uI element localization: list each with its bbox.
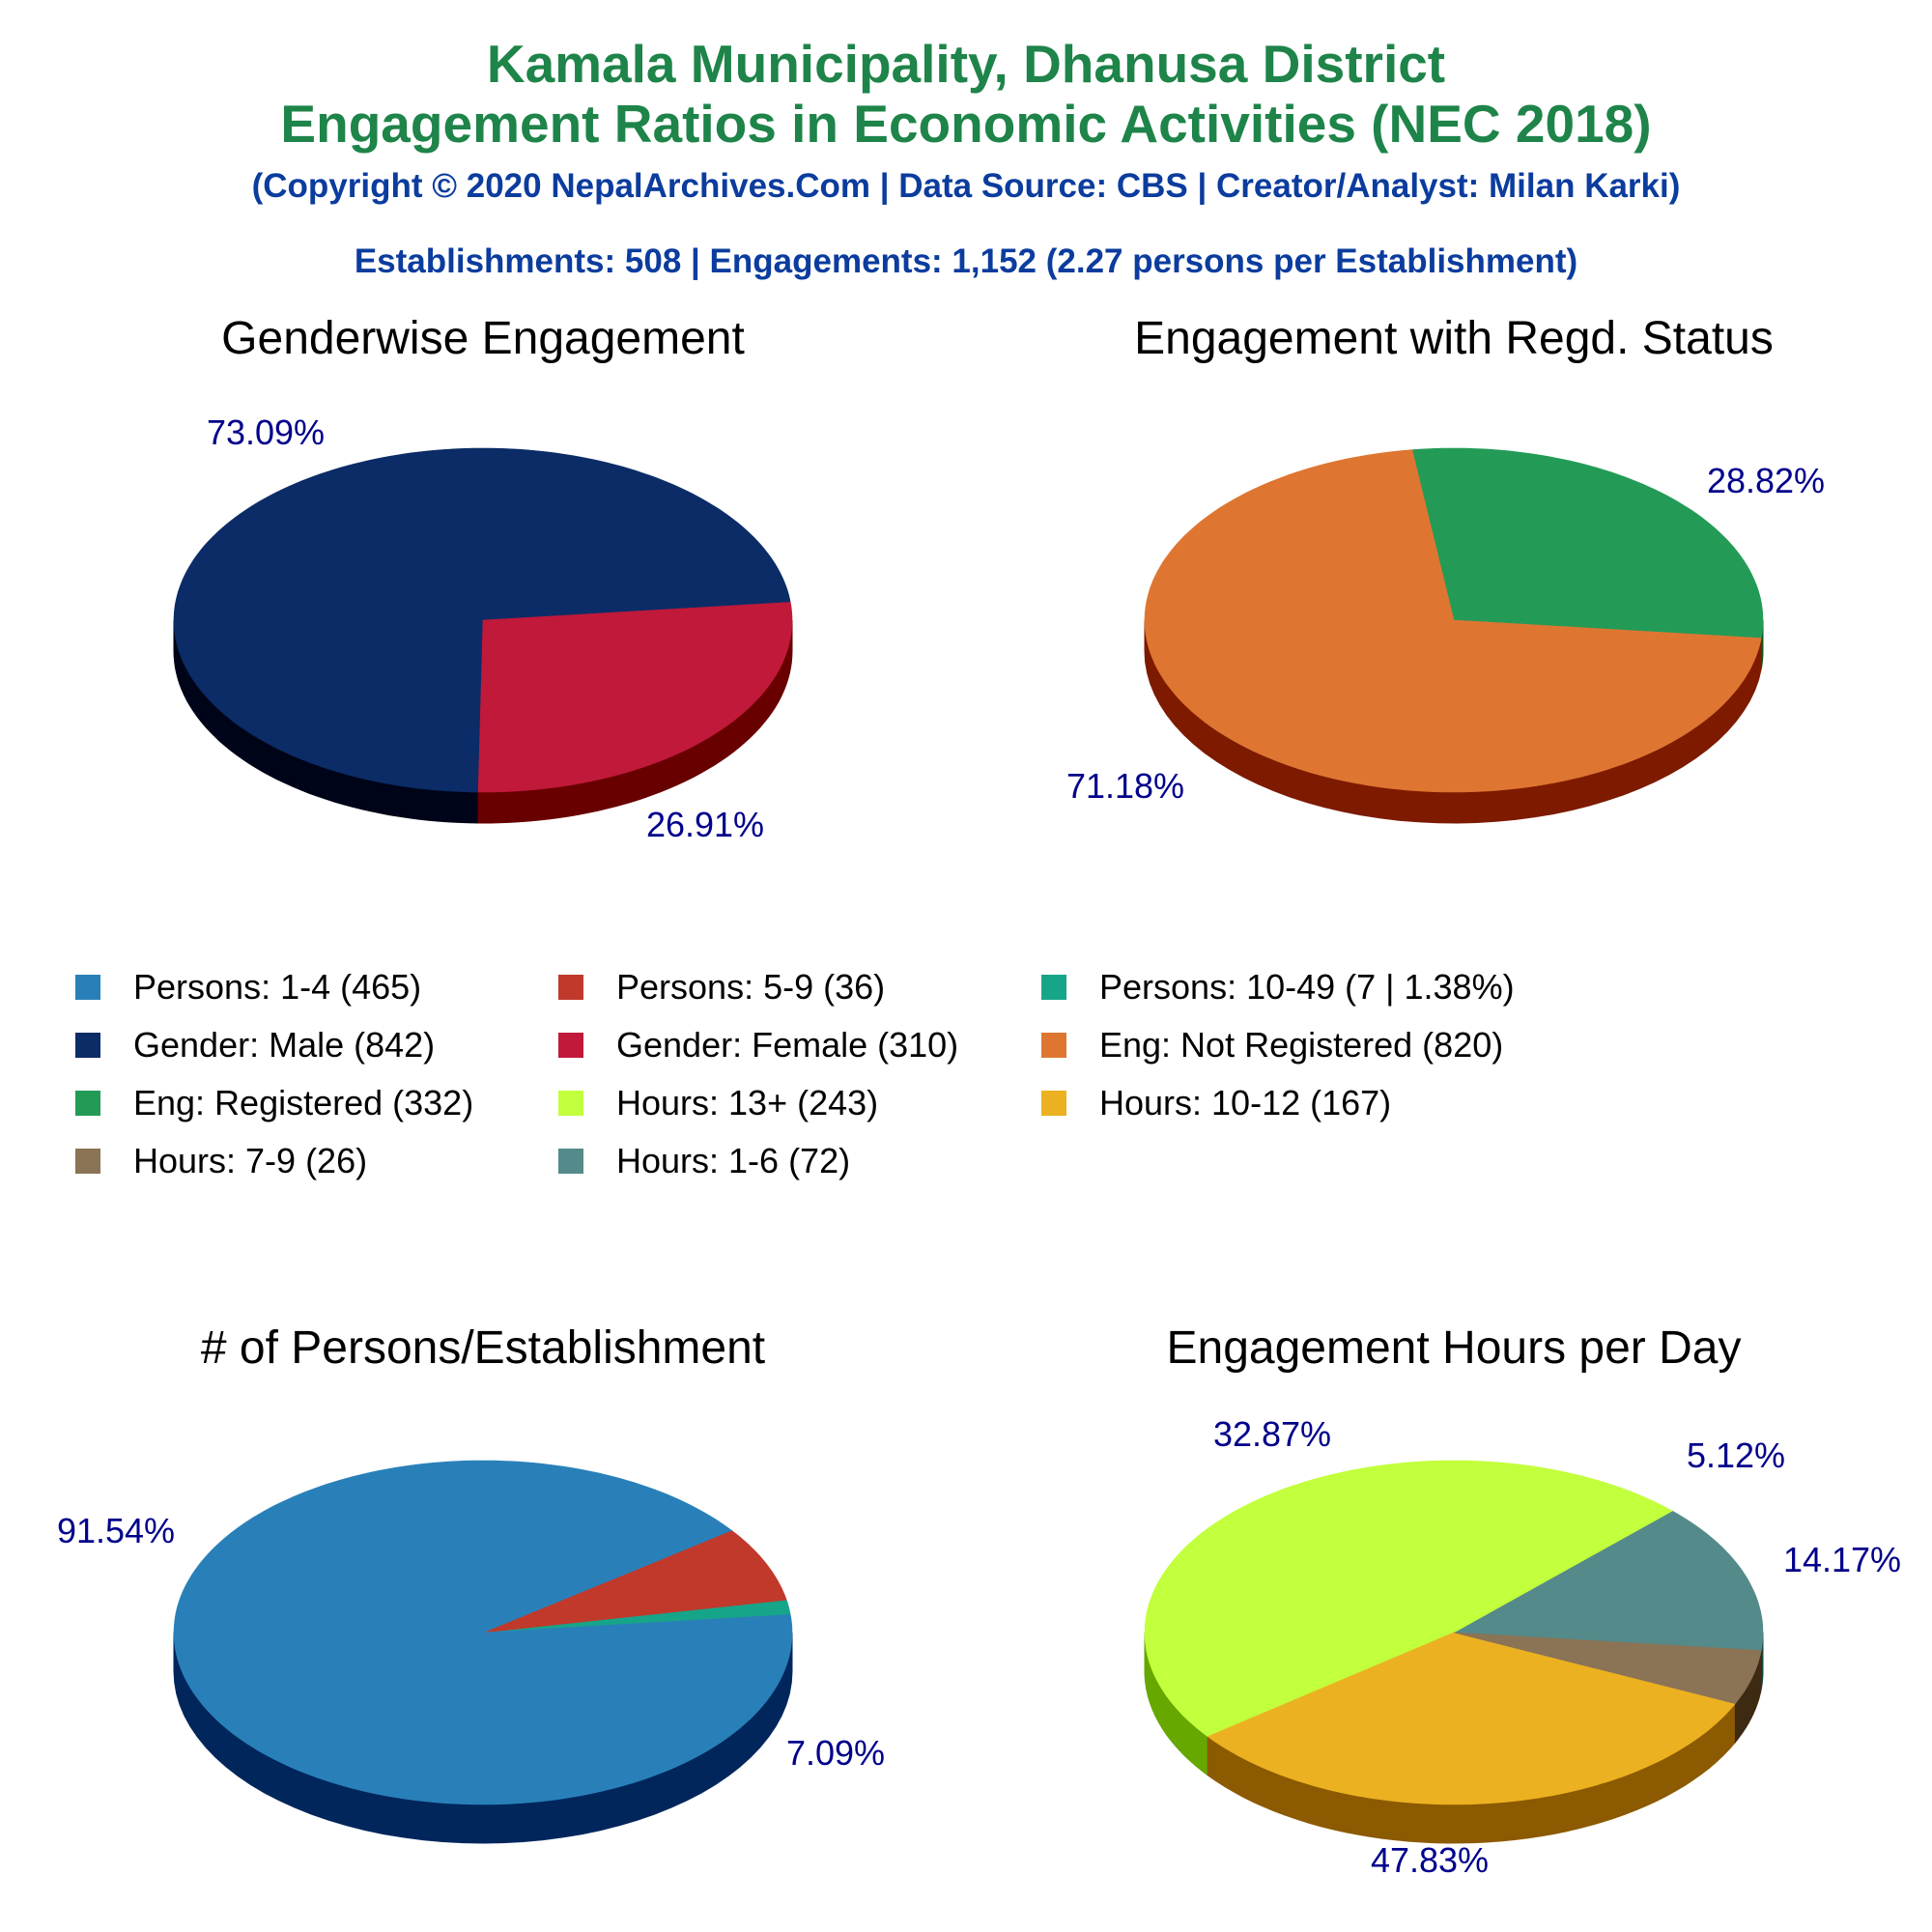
legend-item: Persons: 1-4 (465) xyxy=(75,964,421,1010)
pie-chart: Engagement Hours per Day 14.17% 47.83% 32.8… xyxy=(1144,1322,1901,1880)
legend-item: Eng: Not Registered (820) xyxy=(1041,1022,1503,1068)
slice-label: 73.09% xyxy=(207,412,325,452)
legend-swatch xyxy=(1041,1033,1066,1058)
slice-label: 71.18% xyxy=(1066,766,1184,806)
pie-title: Genderwise Engagement xyxy=(221,313,745,364)
pie-slice xyxy=(1144,449,1762,793)
pie-slice xyxy=(482,1529,787,1634)
chart-title-line1: Kamala Municipality, Dhanusa District xyxy=(486,34,1446,94)
chart-subtitle: (Copyright © 2020 NepalArchives.Com | Da… xyxy=(251,167,1681,205)
pie-title: Engagement Hours per Day xyxy=(1167,1322,1742,1374)
legend-label: Hours: 1-6 (72) xyxy=(616,1141,851,1180)
legend-label: Gender: Female (310) xyxy=(616,1025,959,1065)
pie-slice xyxy=(477,602,793,793)
pie-slice xyxy=(173,447,791,793)
pie-slice xyxy=(173,1460,793,1805)
legend-swatch xyxy=(558,1033,583,1058)
slice-label: 28.82% xyxy=(1707,461,1825,500)
legend-swatch xyxy=(558,1091,583,1116)
legend-label: Eng: Registered (332) xyxy=(133,1083,474,1122)
legend-swatch xyxy=(75,1149,100,1174)
legend-label: Gender: Male (842) xyxy=(133,1025,436,1065)
legend-item: Hours: 13+ (243) xyxy=(558,1080,878,1126)
legend-label: Persons: 10-49 (7 | 1.38%) xyxy=(1099,967,1515,1007)
summary-line: Establishments: 508 | Engagements: 1,152… xyxy=(354,242,1578,280)
legend-label: Hours: 13+ (243) xyxy=(616,1083,879,1122)
legend-label: Hours: 10-12 (167) xyxy=(1099,1083,1392,1122)
pie-chart: Genderwise Engagement 73.09% 26.91% xyxy=(173,313,793,844)
legend-item: Persons: 10-49 (7 | 1.38%) xyxy=(1041,964,1515,1010)
slice-label: 32.87% xyxy=(1213,1414,1331,1454)
legend-swatch xyxy=(75,1033,100,1058)
pie-slice xyxy=(1452,1510,1764,1651)
pie-chart: Engagement with Regd. Status 28.82% 71.18% xyxy=(1066,313,1825,824)
pie-slice xyxy=(1144,1460,1673,1738)
slice-label: 7.09% xyxy=(786,1733,885,1773)
legend-swatch xyxy=(558,1149,583,1174)
pie-slice xyxy=(1453,1632,1762,1704)
legend-swatch xyxy=(75,975,100,1000)
slice-label: 5.12% xyxy=(1687,1435,1785,1475)
legend-item: Persons: 5-9 (36) xyxy=(558,964,885,1010)
slice-label: 14.17% xyxy=(1783,1540,1901,1579)
slice-label: 91.54% xyxy=(57,1511,175,1550)
legend-swatch xyxy=(1041,1091,1066,1116)
legend-label: Eng: Not Registered (820) xyxy=(1099,1025,1504,1065)
pie-title: # of Persons/Establishment xyxy=(201,1322,765,1374)
legend-item: Eng: Registered (332) xyxy=(75,1080,473,1126)
legend-label: Persons: 5-9 (36) xyxy=(616,967,886,1007)
pie-chart: # of Persons/Establishment 7.09% 91.54% xyxy=(57,1322,885,1844)
slice-label: 26.91% xyxy=(646,805,764,844)
legend-item: Gender: Female (310) xyxy=(558,1022,958,1068)
pie-slice xyxy=(1207,1632,1736,1805)
legend-swatch xyxy=(1041,975,1066,1000)
legend-item: Gender: Male (842) xyxy=(75,1022,435,1068)
legend-item: Hours: 10-12 (167) xyxy=(1041,1080,1391,1126)
pie-slice xyxy=(1411,447,1764,639)
legend-label: Hours: 7-9 (26) xyxy=(133,1141,368,1180)
pie-title: Engagement with Regd. Status xyxy=(1134,313,1774,364)
legend-item: Hours: 7-9 (26) xyxy=(75,1138,367,1184)
slice-label: 47.83% xyxy=(1371,1840,1489,1880)
chart-title-line2: Engagement Ratios in Economic Activities… xyxy=(280,94,1652,154)
legend-swatch xyxy=(75,1091,100,1116)
legend-label: Persons: 1-4 (465) xyxy=(133,967,422,1007)
legend-item: Hours: 1-6 (72) xyxy=(558,1138,850,1184)
legend-swatch xyxy=(558,975,583,1000)
